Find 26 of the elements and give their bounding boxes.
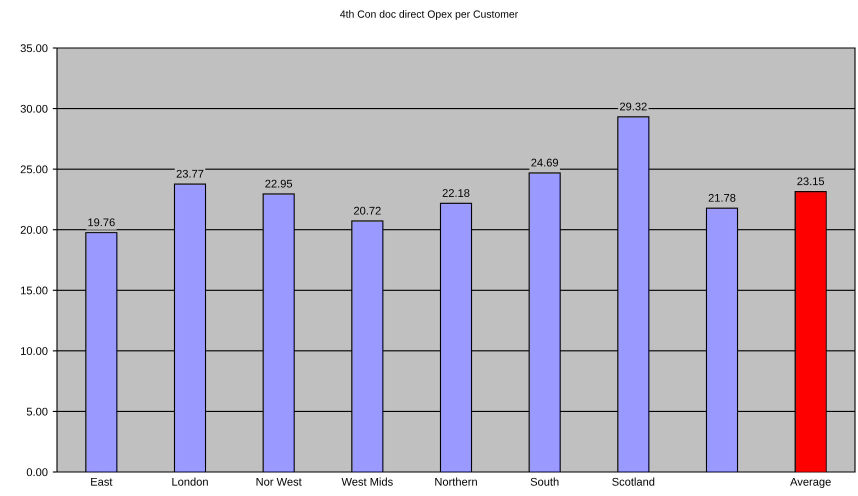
y-tick-label: 10.00 [21, 347, 48, 355]
data-label: 21.78 [708, 194, 736, 202]
x-tick-label: London [172, 478, 208, 486]
y-tick-label: 5.00 [26, 408, 48, 416]
x-tick-label: South [530, 478, 558, 486]
data-label: 19.76 [88, 218, 115, 226]
x-tick-label: Northern [435, 478, 477, 486]
data-label: 23.15 [797, 177, 824, 186]
y-tick-label: 25.00 [20, 165, 48, 174]
y-tick-label: 30.00 [20, 104, 48, 113]
data-label: 23.77 [176, 170, 204, 178]
x-tick-label: East [91, 478, 112, 486]
x-tick-label: West Mids [342, 478, 393, 486]
data-label: 29.32 [620, 102, 647, 110]
chart-title: 4th Con doc direct Opex per Customer [340, 10, 518, 20]
data-label: 22.18 [442, 189, 470, 197]
data-label: 24.69 [531, 158, 558, 167]
x-tick-label: Average [790, 478, 831, 488]
y-tick-label: 0.00 [26, 468, 48, 476]
x-tick-label: Scotland [612, 478, 654, 486]
y-tick-label: 20.00 [20, 226, 48, 234]
y-tick-label: 35.00 [20, 44, 48, 52]
data-label: 22.95 [265, 180, 292, 188]
data-label: 20.72 [354, 206, 381, 215]
x-tick-label: Nor West [256, 478, 302, 486]
y-tick-label: 15.00 [21, 286, 48, 294]
